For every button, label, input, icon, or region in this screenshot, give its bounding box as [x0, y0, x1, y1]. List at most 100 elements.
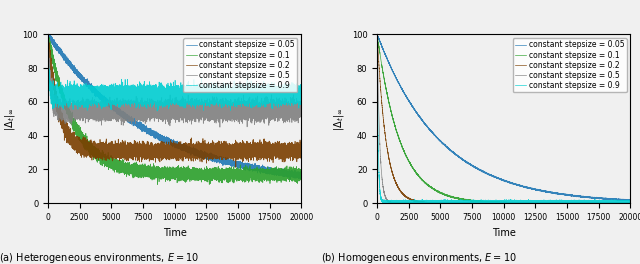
constant stepsize = 0.9: [180, 88, 188, 91]
constant stepsize = 0.05: [251, 167, 259, 171]
constant stepsize = 0.9: [381, 202, 389, 205]
constant stepsize = 0.5: [279, 107, 287, 110]
Line: constant stepsize = 0.9: constant stepsize = 0.9: [48, 34, 301, 111]
Line: constant stepsize = 0.9: constant stepsize = 0.9: [377, 34, 630, 203]
constant stepsize = 0.05: [373, 33, 381, 36]
constant stepsize = 0.9: [251, 96, 259, 99]
constant stepsize = 0.2: [251, 147, 259, 150]
constant stepsize = 0.1: [580, 202, 588, 205]
constant stepsize = 0.9: [627, 201, 634, 204]
constant stepsize = 0.05: [44, 33, 52, 36]
constant stepsize = 0.2: [403, 195, 410, 198]
constant stepsize = 0.1: [279, 175, 287, 178]
constant stepsize = 0.05: [180, 146, 188, 149]
constant stepsize = 0.2: [627, 202, 634, 205]
constant stepsize = 0.5: [216, 126, 224, 129]
constant stepsize = 0.5: [555, 202, 563, 205]
constant stepsize = 0.9: [403, 201, 410, 204]
constant stepsize = 0.2: [232, 166, 239, 169]
constant stepsize = 0.5: [373, 33, 381, 36]
constant stepsize = 0.05: [279, 172, 287, 175]
constant stepsize = 0.2: [177, 153, 185, 156]
constant stepsize = 0.5: [403, 202, 410, 205]
constant stepsize = 0.1: [298, 171, 305, 174]
constant stepsize = 0.9: [225, 91, 233, 94]
constant stepsize = 0.9: [509, 200, 517, 204]
constant stepsize = 0.2: [580, 201, 588, 204]
constant stepsize = 0.2: [509, 202, 517, 205]
constant stepsize = 0.9: [555, 199, 563, 202]
constant stepsize = 0.9: [154, 109, 161, 112]
constant stepsize = 0.1: [555, 201, 563, 204]
constant stepsize = 0.1: [180, 176, 188, 179]
constant stepsize = 0.05: [298, 173, 305, 177]
constant stepsize = 0.5: [298, 110, 305, 113]
X-axis label: Time: Time: [163, 228, 186, 238]
constant stepsize = 0.1: [500, 202, 508, 205]
constant stepsize = 0.1: [154, 183, 161, 186]
constant stepsize = 0.1: [251, 171, 259, 174]
constant stepsize = 0.9: [506, 201, 514, 204]
constant stepsize = 0.5: [44, 33, 52, 36]
Line: constant stepsize = 0.05: constant stepsize = 0.05: [377, 34, 630, 201]
constant stepsize = 0.2: [44, 33, 52, 36]
constant stepsize = 0.9: [580, 202, 588, 205]
constant stepsize = 0.9: [298, 95, 305, 98]
Line: constant stepsize = 0.05: constant stepsize = 0.05: [48, 34, 301, 180]
constant stepsize = 0.2: [225, 147, 233, 150]
constant stepsize = 0.2: [180, 153, 188, 157]
Text: (a) Heterogeneous environments, $E = 10$: (a) Heterogeneous environments, $E = 10$: [0, 251, 199, 264]
constant stepsize = 0.2: [298, 150, 305, 153]
constant stepsize = 0.5: [225, 113, 233, 116]
constant stepsize = 0.5: [74, 103, 81, 107]
constant stepsize = 0.1: [225, 175, 233, 178]
constant stepsize = 0.2: [608, 202, 616, 205]
constant stepsize = 0.05: [555, 192, 563, 195]
constant stepsize = 0.5: [608, 202, 616, 205]
Line: constant stepsize = 0.2: constant stepsize = 0.2: [48, 34, 301, 167]
constant stepsize = 0.2: [373, 33, 381, 36]
constant stepsize = 0.05: [625, 199, 633, 202]
constant stepsize = 0.2: [279, 147, 287, 150]
constant stepsize = 0.1: [177, 176, 185, 179]
constant stepsize = 0.1: [608, 202, 616, 205]
constant stepsize = 0.1: [509, 201, 517, 204]
constant stepsize = 0.2: [555, 202, 563, 205]
Line: constant stepsize = 0.1: constant stepsize = 0.1: [48, 34, 301, 185]
constant stepsize = 0.5: [627, 202, 634, 205]
constant stepsize = 0.05: [506, 181, 514, 184]
constant stepsize = 0.5: [580, 202, 588, 205]
constant stepsize = 0.5: [251, 101, 259, 104]
constant stepsize = 0.05: [74, 69, 81, 73]
constant stepsize = 0.05: [580, 195, 588, 198]
Line: constant stepsize = 0.1: constant stepsize = 0.1: [377, 34, 630, 203]
constant stepsize = 0.2: [506, 201, 514, 205]
Y-axis label: $|\Delta_t|_\infty$: $|\Delta_t|_\infty$: [332, 107, 346, 130]
constant stepsize = 0.2: [422, 202, 430, 205]
Legend: constant stepsize = 0.05, constant stepsize = 0.1, constant stepsize = 0.2, cons: constant stepsize = 0.05, constant steps…: [513, 38, 627, 92]
Line: constant stepsize = 0.5: constant stepsize = 0.5: [48, 34, 301, 127]
Line: constant stepsize = 0.5: constant stepsize = 0.5: [377, 34, 630, 203]
constant stepsize = 0.05: [177, 146, 185, 149]
constant stepsize = 0.1: [403, 155, 410, 158]
Y-axis label: $|\Delta_t|_\infty$: $|\Delta_t|_\infty$: [3, 107, 17, 130]
Line: constant stepsize = 0.2: constant stepsize = 0.2: [377, 34, 630, 203]
constant stepsize = 0.9: [177, 90, 185, 93]
constant stepsize = 0.05: [403, 95, 410, 98]
Legend: constant stepsize = 0.05, constant stepsize = 0.1, constant stepsize = 0.2, cons: constant stepsize = 0.05, constant steps…: [184, 38, 298, 92]
constant stepsize = 0.05: [608, 197, 616, 201]
constant stepsize = 0.5: [509, 201, 517, 205]
constant stepsize = 0.05: [225, 161, 233, 164]
constant stepsize = 0.5: [177, 101, 185, 104]
constant stepsize = 0.05: [509, 182, 517, 185]
constant stepsize = 0.5: [180, 110, 188, 113]
constant stepsize = 0.5: [506, 201, 514, 205]
constant stepsize = 0.1: [627, 202, 634, 205]
constant stepsize = 0.9: [373, 33, 381, 36]
constant stepsize = 0.9: [608, 202, 616, 205]
constant stepsize = 0.05: [286, 178, 294, 182]
constant stepsize = 0.5: [388, 202, 396, 205]
constant stepsize = 0.2: [74, 143, 81, 147]
constant stepsize = 0.1: [373, 33, 381, 36]
constant stepsize = 0.1: [44, 33, 52, 36]
